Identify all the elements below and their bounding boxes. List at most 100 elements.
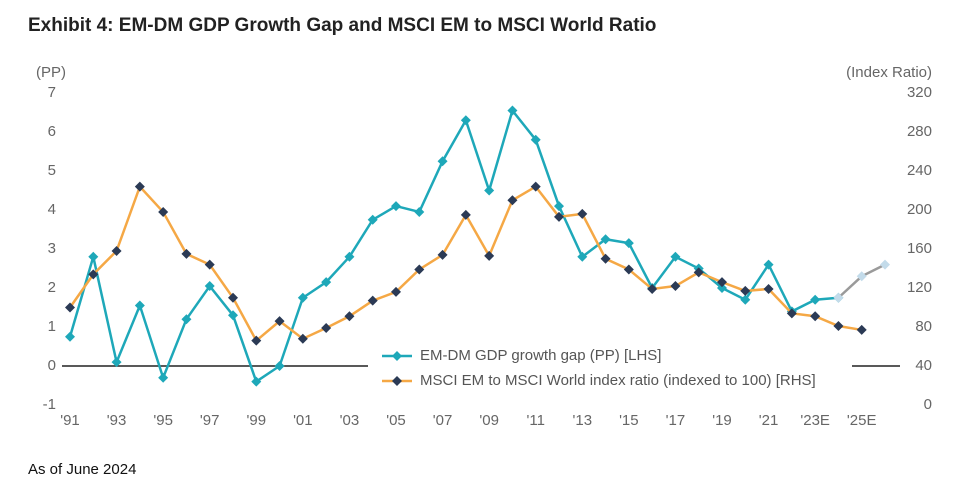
x-tick-label: '25E (847, 412, 877, 429)
x-tick-label: '17 (666, 412, 686, 429)
data-point (740, 294, 751, 305)
y-tick-label: 6 (48, 123, 56, 140)
x-tick-label: '93 (107, 412, 127, 429)
data-point (484, 185, 495, 196)
data-point (158, 206, 169, 217)
data-point (577, 208, 588, 219)
data-point (204, 259, 215, 270)
data-point (344, 251, 355, 262)
data-point (670, 281, 681, 292)
data-point (134, 300, 145, 311)
chart-title: Exhibit 4: EM-DM GDP Growth Gap and MSCI… (28, 15, 656, 36)
data-point (810, 294, 821, 305)
data-point (554, 201, 564, 212)
data-point (833, 321, 844, 332)
legend-marker (392, 351, 402, 361)
data-point (134, 181, 145, 192)
footnote: As of June 2024 (28, 461, 136, 478)
legend: EM-DM GDP growth gap (PP) [LHS] MSCI EM t… (368, 343, 852, 393)
data-point (530, 181, 541, 192)
legend-label: EM-DM GDP growth gap (PP) [LHS] (420, 347, 661, 364)
data-point (297, 292, 308, 303)
x-tick-label: '01 (293, 412, 313, 429)
y-tick-label: 0 (48, 357, 56, 374)
data-point (670, 251, 681, 262)
data-point (274, 361, 285, 371)
data-point (65, 331, 75, 342)
data-point (623, 238, 634, 249)
data-point (833, 292, 844, 303)
data-point (810, 311, 821, 322)
data-point (344, 311, 355, 322)
data-point (623, 264, 634, 275)
y2-tick-label: 120 (907, 279, 932, 296)
x-tick-label: '03 (340, 412, 360, 429)
x-tick-label: '11 (526, 412, 544, 429)
data-point (228, 310, 238, 321)
y-tick-label: 5 (48, 162, 56, 179)
x-tick-label: '13 (573, 412, 593, 429)
data-point (437, 156, 448, 167)
data-point (740, 285, 751, 296)
x-tick-label: '15 (619, 412, 639, 429)
y2-tick-label: 200 (907, 201, 932, 218)
y2-tick-label: 40 (915, 357, 932, 374)
y-tick-label: 2 (48, 279, 56, 296)
data-point (414, 206, 425, 217)
data-point (554, 211, 564, 222)
data-point (786, 308, 797, 319)
y-tick-label: 7 (48, 84, 56, 101)
x-tick-label: '09 (479, 412, 499, 429)
x-tick-label: '99 (247, 412, 267, 429)
data-point (111, 245, 122, 256)
data-point (391, 286, 401, 297)
data-point (600, 234, 611, 245)
data-point (321, 277, 332, 288)
y-tick-label: 1 (48, 318, 56, 335)
data-point (507, 105, 518, 116)
x-tick-label: '23E (800, 412, 830, 429)
x-tick-label: '97 (200, 412, 220, 429)
data-point (367, 295, 378, 306)
data-point (297, 333, 308, 344)
data-point (600, 253, 611, 264)
data-point (856, 271, 867, 282)
y2-tick-label: 80 (915, 318, 932, 335)
x-tick-label: '21 (759, 412, 779, 429)
data-point (414, 264, 425, 275)
data-point (65, 302, 75, 313)
data-point (111, 357, 122, 368)
x-tick-label: '95 (153, 412, 173, 429)
x-tick-label: '91 (60, 412, 80, 429)
legend-label: MSCI EM to MSCI World index ratio (index… (420, 372, 816, 389)
data-point (181, 314, 192, 325)
y-axis-label: (PP) (36, 64, 66, 81)
data-point (577, 251, 588, 262)
data-point (693, 267, 704, 278)
y-tick-label: 4 (48, 201, 56, 218)
y2-axis-label: (Index Ratio) (846, 64, 932, 81)
data-point (763, 259, 774, 270)
data-point (437, 249, 448, 260)
data-point (647, 283, 658, 294)
data-point (88, 251, 99, 262)
data-point (181, 248, 192, 259)
y2-tick-label: 240 (907, 162, 932, 179)
data-point (367, 214, 378, 225)
data-point (321, 322, 332, 333)
data-point (460, 209, 471, 220)
y-tick-label: -1 (43, 396, 56, 413)
x-tick-label: '05 (386, 412, 406, 429)
data-point (763, 283, 774, 294)
data-point (717, 283, 727, 293)
y2-tick-label: 160 (907, 240, 932, 257)
data-point (507, 195, 518, 206)
data-point (251, 335, 262, 346)
legend-box (368, 343, 852, 393)
data-point (717, 277, 727, 288)
data-point (204, 281, 215, 292)
y-tick-label: 3 (48, 240, 56, 257)
y2-tick-label: 0 (924, 396, 932, 413)
series-line (68, 107, 839, 384)
